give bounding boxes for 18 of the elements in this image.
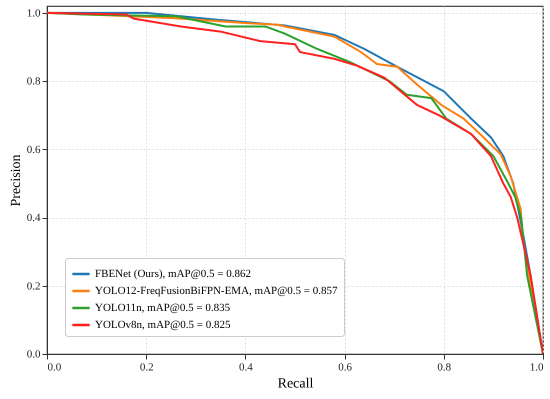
x-tick-label: 0.0 xyxy=(48,362,62,374)
y-tick-label: 0.8 xyxy=(26,76,41,88)
x-tick-label: 0.2 xyxy=(140,362,154,374)
x-tick-label: 0.4 xyxy=(239,362,254,374)
legend-label: FBENet (Ours), mAP@0.5 = 0.862 xyxy=(95,268,251,280)
x-tick-label: 0.8 xyxy=(437,362,452,374)
legend-label: YOLOv8n, mAP@0.5 = 0.825 xyxy=(95,319,231,331)
y-tick-label: 0.2 xyxy=(26,280,40,292)
y-tick-label: 1.0 xyxy=(26,7,41,20)
y-tick-label: 0.0 xyxy=(26,348,41,360)
legend-label: YOLO11n, mAP@0.5 = 0.835 xyxy=(95,302,231,314)
y-tick-label: 0.6 xyxy=(26,144,41,156)
legend-label: YOLO12-FreqFusionBiFPN-EMA, mAP@0.5 = 0.857 xyxy=(95,285,338,297)
y-tick-label: 0.4 xyxy=(26,212,41,224)
x-tick-label: 0.6 xyxy=(338,362,352,374)
x-tick-label: 1.0 xyxy=(530,362,544,374)
y-axis-title: Precision xyxy=(8,154,24,207)
x-axis-title: Recall xyxy=(278,376,314,392)
